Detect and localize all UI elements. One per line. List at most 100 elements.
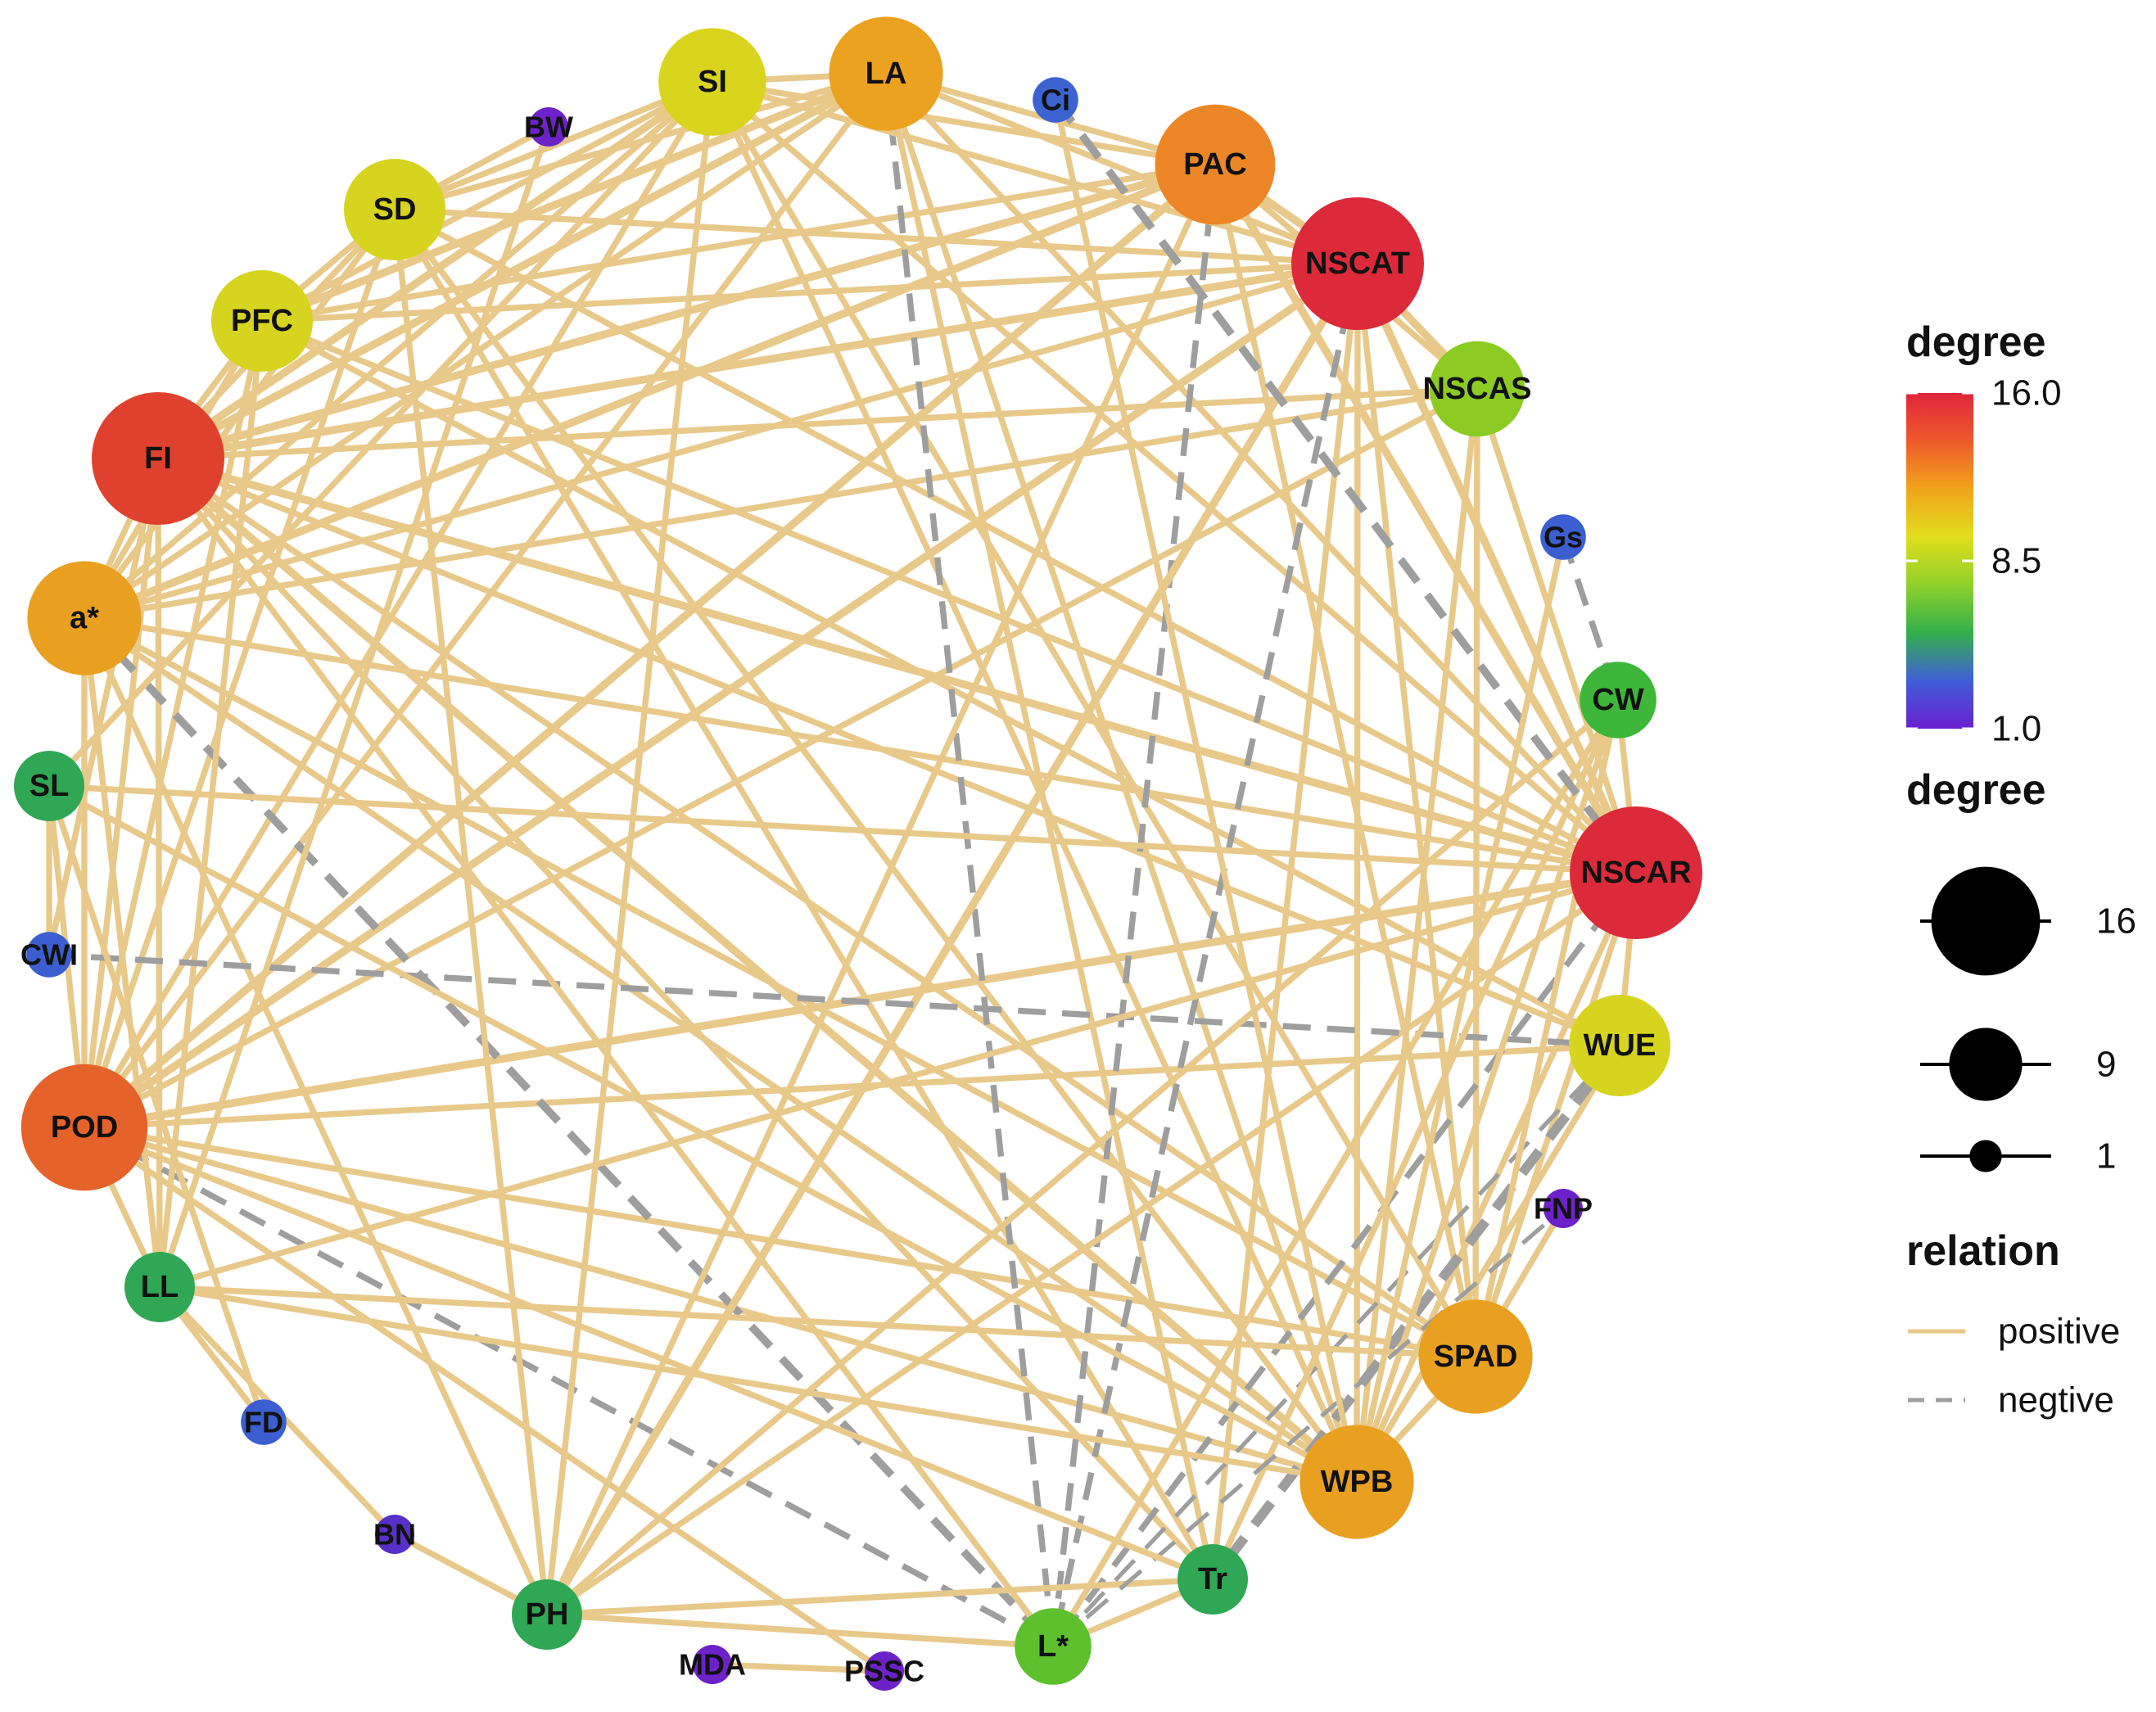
edge-spad-ll [159,1284,1476,1360]
node-label: LA [866,56,907,91]
edge-pfc-ll [156,320,265,1288]
node-circle [1569,995,1670,1096]
node-cwi: CWI [20,932,78,978]
size-legend-label: 9 [2096,1045,2116,1085]
edge-nscat-tr [1209,263,1361,1580]
color-tick-label: 16.0 [1991,373,2062,413]
node-circle [658,28,766,136]
node-wpb: WPB [1299,1425,1414,1539]
node-label: BW [524,111,573,144]
relation-legend-title: relation [1906,1227,2060,1275]
node-label: Gs [1544,521,1583,554]
edge-sl-si [47,79,715,788]
edge-l-star-fnp [1051,1207,1565,1648]
node-circle [1429,341,1525,437]
edge-mda-pssc [712,1661,885,1674]
node-label: MDA [679,1648,746,1682]
edge-nscat-spad [1354,263,1479,1357]
node-tr: Tr [1177,1544,1248,1615]
node-label: SPAD [1434,1339,1518,1374]
edge-pac-spad [1212,164,1479,1357]
edge-pfc-la [260,70,888,325]
node-ci: Ci [1033,77,1078,123]
edge-pfc-wue [260,318,1621,1049]
edges-layer [46,70,1640,1674]
color-tick-label: 8.5 [1991,541,2041,581]
node-circle [865,1651,904,1691]
edge-nscat-l-star [1050,263,1361,1647]
node-pac: PAC [1155,104,1276,225]
node-label: SD [373,192,417,227]
node-bw: BW [524,107,573,147]
edge-pssc-pod [82,1124,887,1674]
edge-pod-nscat [82,260,1360,1131]
node-circle [1540,514,1586,560]
edge-a-star-si [82,79,715,621]
edge-wue-wpb [1354,1044,1623,1484]
edge-ll-a-star [81,617,163,1288]
node-label: SL [29,769,70,803]
edge-spad-cw [1472,699,1621,1357]
edge-pod-pfc [81,320,265,1128]
node-label: PH [526,1597,569,1632]
node-label: WUE [1584,1028,1657,1063]
edge-wue-l-star [1051,1044,1621,1648]
node-circle [92,392,224,525]
edge-l-star-ph [546,1611,1054,1650]
node-fd: FD [241,1399,287,1445]
edge-la-nscat [884,70,1359,267]
edge-si-nscar [710,79,1638,875]
node-label: NSCAT [1305,246,1410,281]
node-circle [1155,104,1276,225]
edge-pac-ph [544,163,1218,1616]
node-circle [124,1252,195,1322]
node-label: L* [1037,1629,1069,1664]
node-circle [375,1515,414,1554]
node-nscar: NSCAR [1570,806,1702,939]
edge-ph-cw [545,698,1620,1617]
edge-pod-si [81,80,716,1129]
relation-legend-label: positive [1998,1312,2120,1352]
edge-sd-nscar [393,206,1638,876]
edge-pod-wpb [84,1124,1358,1485]
edge-l-star-cw [1050,698,1621,1648]
node-sl: SL [14,751,84,821]
color-tick-label: 1.0 [1991,709,2041,749]
node-circle [27,561,142,675]
edge-a-star-ph [81,617,550,1616]
edge-tr-cw [1209,698,1621,1581]
edge-fi-ll [155,458,163,1288]
node-pssc: PSSC [844,1651,924,1691]
edge-pod-nscas [83,386,1479,1131]
node-label: a* [70,601,99,635]
edge-wpb-ll [159,1284,1358,1485]
node-label: BN [373,1518,416,1552]
node-sd: SD [344,159,445,260]
edge-si-pac [712,79,1216,168]
node-label: NSCAR [1580,856,1691,890]
edge-si-spad [709,80,1479,1358]
node-nscas: NSCAS [1422,341,1532,437]
edge-fi-tr [156,456,1215,1582]
edge-pfc-si [260,79,714,324]
edge-sl-nscar [48,783,1637,876]
node-label: WPB [1321,1465,1394,1499]
edge-pac-l-star [1050,164,1218,1647]
edge-nscat-wpb [1354,263,1361,1483]
node-circle [1291,197,1424,330]
node-fnp: FNP [1534,1189,1593,1228]
edge-nscat-ph [543,261,1362,1617]
edge-la-wpb [883,72,1360,1484]
node-label: FI [144,441,172,476]
node-circle [211,270,313,372]
edge-a-star-nscar [84,615,1637,876]
node-fi: FI [92,392,224,525]
node-ll: LL [124,1252,195,1322]
node-label: POD [51,1110,118,1145]
edge-si-ph [544,81,716,1615]
size-legend-circle [1969,1140,2002,1172]
node-circle [241,1399,287,1445]
size-legend-title: degree [1906,766,2046,814]
